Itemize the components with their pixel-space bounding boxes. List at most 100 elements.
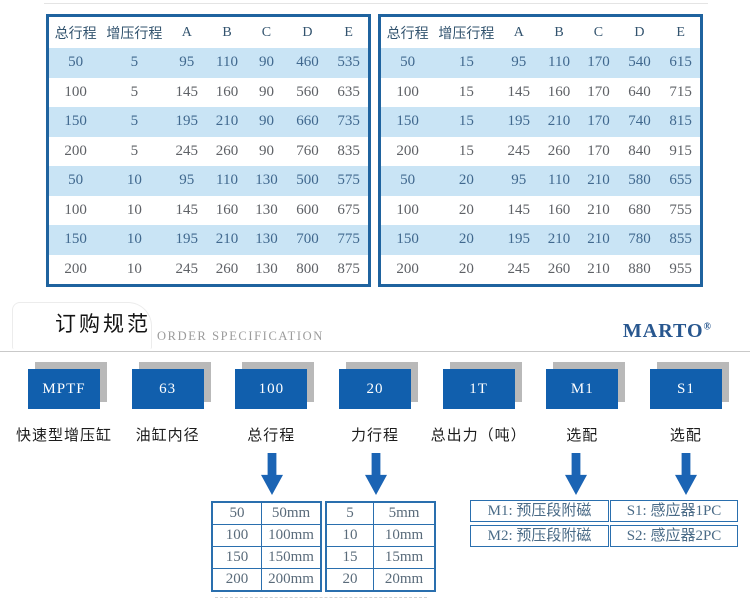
order-codes-row: MPTF 快速型增压缸 63 油缸内径 100 总行程 20 力行程 1T 总出力（吨） M1 选配 S…: [0, 352, 750, 445]
table-cell: 210: [587, 172, 610, 189]
table-row: 100 20 145 160 210 680 755: [380, 196, 702, 226]
table-row: 50 20 95 110 210 580 655: [379, 166, 702, 196]
lookup-value-cell: 50mm: [261, 501, 322, 525]
lookup-code-cell: 200: [211, 568, 262, 592]
order-code-box: 20: [338, 369, 411, 409]
lookup-code-cell: 50: [211, 501, 262, 525]
table-cell: 50: [400, 172, 416, 189]
table-cell: 735: [337, 113, 360, 130]
order-code-item: 1T 总出力（吨）: [431, 362, 526, 445]
table-row: 50 5 95 110 90 460 535: [47, 48, 370, 78]
column-header: B: [206, 15, 248, 48]
table-cell: 145: [175, 83, 199, 100]
force-stroke-lookup-table: 5 5mm 10 10mm 15 15mm 20 20mm: [325, 501, 436, 592]
down-arrow-icon: [675, 453, 697, 495]
table-cell: 15: [458, 54, 474, 71]
lookup-row: 10 10mm: [325, 524, 436, 547]
table-cell: 5: [130, 54, 139, 71]
option-box: S2: 感应器2PC: [610, 525, 738, 547]
table-cell: 110: [548, 172, 570, 189]
column-header: E: [329, 15, 370, 48]
down-arrow-icon: [261, 453, 283, 495]
header-row: 总行程 增压行程 A B C D E: [379, 15, 702, 48]
order-code-label: 选配: [669, 428, 702, 444]
order-code-label: 力行程: [350, 428, 399, 444]
spec-table-right: 总行程 增压行程 A B C D E 50 15 95 110 170 540 615 100 15 145 16…: [378, 14, 703, 287]
table-cell: 5: [130, 142, 139, 159]
table-cell: 145: [507, 83, 531, 100]
lookup-area: 50 50mm 100 100mm 150 150mm 200 200mm 5 5mm 10 10m…: [0, 445, 750, 610]
table-cell: 130: [255, 172, 278, 189]
table-cell: 675: [337, 201, 360, 218]
order-code-label: 快速型增压缸: [16, 428, 113, 444]
order-section-header: 订购规范 ORDER SPECIFICATION MARTO®: [0, 300, 750, 352]
code-box-wrap: M1: [546, 362, 626, 409]
table-cell: 700: [296, 231, 319, 248]
spec-table-left: 总行程 增压行程 A B C D E 50 5 95 110 90 460 535 100 5 145 160 90…: [46, 14, 371, 287]
order-code-label: 总出力（吨）: [430, 428, 527, 444]
column-header: 增压行程: [434, 15, 499, 48]
column-header: A: [166, 15, 207, 48]
table-cell: 210: [587, 231, 610, 248]
brand-logo: MARTO®: [623, 320, 712, 343]
column-header: D: [617, 15, 662, 48]
table-cell: 915: [669, 142, 692, 159]
column-header: C: [247, 15, 286, 48]
s-option-list: S1: 感应器1PC S2: 感应器2PC: [610, 500, 738, 550]
lookup-row: 20 20mm: [325, 568, 436, 592]
option-box: M2: 预压段附磁: [470, 525, 609, 547]
dimension-tables: 总行程 增压行程 A B C D E 50 5 95 110 90 460 535 100 5 145 160 90…: [46, 14, 750, 287]
order-code-box: 63: [131, 369, 204, 409]
table-cell: 160: [547, 201, 571, 218]
table-cell: 195: [507, 231, 531, 248]
lookup-row: 50 50mm: [211, 501, 322, 525]
table-cell: 835: [337, 142, 360, 159]
brand-name: MARTO: [622, 320, 704, 342]
table-cell: 130: [255, 260, 278, 277]
table-cell: 245: [507, 260, 531, 277]
table-row: 200 10 245 260 130 800 875: [48, 255, 370, 286]
table-cell: 760: [296, 142, 319, 159]
top-divider: [44, 3, 708, 4]
lookup-value-cell: 20mm: [373, 568, 436, 592]
column-header: 增压行程: [102, 15, 167, 48]
lookup-row: 150 150mm: [211, 546, 322, 569]
table-cell: 90: [258, 113, 274, 130]
table-row: 50 10 95 110 130 500 575: [47, 166, 370, 196]
table-cell: 615: [669, 54, 692, 71]
table-cell: 260: [215, 260, 239, 277]
table-cell: 90: [258, 83, 274, 100]
code-box-wrap: MPTF: [28, 362, 107, 409]
table-cell: 10: [126, 172, 142, 189]
down-arrow-icon: [565, 453, 587, 495]
table-cell: 20: [458, 260, 474, 277]
column-header: D: [285, 15, 330, 48]
table-cell: 640: [628, 83, 651, 100]
table-cell: 160: [215, 83, 239, 100]
table-cell: 875: [337, 260, 360, 277]
table-cell: 200: [64, 142, 87, 159]
table-cell: 245: [175, 260, 199, 277]
table-cell: 260: [215, 142, 239, 159]
column-header: E: [661, 15, 702, 48]
table-cell: 755: [669, 201, 692, 218]
lookup-code-cell: 100: [211, 524, 262, 547]
lookup-value-cell: 150mm: [261, 546, 322, 569]
table-cell: 10: [126, 260, 142, 277]
table-cell: 100: [396, 201, 419, 218]
table-cell: 840: [628, 142, 651, 159]
table-cell: 880: [628, 260, 651, 277]
table-cell: 145: [507, 201, 531, 218]
column-header: A: [498, 15, 539, 48]
title-frame-decoration: [12, 302, 152, 349]
table-cell: 100: [64, 201, 87, 218]
lookup-value-cell: 5mm: [373, 501, 436, 525]
table-cell: 815: [669, 113, 692, 130]
table-cell: 260: [547, 260, 571, 277]
table-cell: 170: [587, 113, 610, 130]
table-cell: 100: [64, 83, 87, 100]
table-cell: 50: [400, 54, 416, 71]
table-cell: 460: [296, 54, 319, 71]
table-cell: 95: [179, 54, 195, 71]
order-code-item: M1 选配: [546, 362, 626, 445]
